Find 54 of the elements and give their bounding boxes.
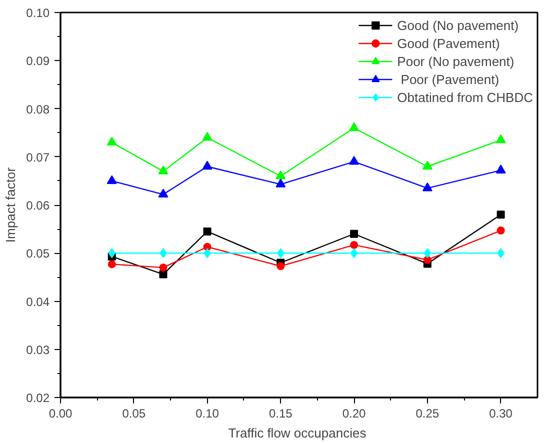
point bbox=[106, 175, 117, 184]
y-tick-label: 0.08 bbox=[26, 102, 50, 116]
point bbox=[349, 122, 360, 132]
point bbox=[203, 227, 212, 236]
legend-label: Poor (Pavement) bbox=[400, 70, 500, 88]
point bbox=[422, 182, 432, 192]
point bbox=[106, 136, 117, 146]
point bbox=[496, 226, 505, 234]
point bbox=[159, 270, 168, 278]
y-tick-label: 0.09 bbox=[26, 54, 50, 68]
point bbox=[496, 210, 505, 219]
x-tick-label: 0.20 bbox=[342, 406, 366, 420]
point bbox=[423, 256, 432, 264]
x-tick-label: 0.05 bbox=[122, 406, 146, 420]
point bbox=[496, 164, 506, 174]
point bbox=[350, 230, 358, 238]
y-tick-label: 0.02 bbox=[26, 391, 50, 405]
y-tick-label: 0.05 bbox=[26, 246, 50, 261]
point bbox=[158, 188, 168, 198]
legend-label: Good (Pavement) bbox=[397, 34, 500, 52]
x-tick-label: 0.00 bbox=[48, 406, 73, 420]
x-tick-label: 0.25 bbox=[416, 406, 440, 420]
point bbox=[276, 262, 285, 270]
x-tick-label: 0.15 bbox=[268, 406, 293, 420]
x-axis-title: Traffic flow occupancies bbox=[228, 426, 367, 440]
point bbox=[496, 134, 506, 144]
point bbox=[204, 248, 211, 258]
x-tick-label: 0.10 bbox=[196, 406, 220, 420]
y-tick-label: 0.07 bbox=[26, 150, 50, 164]
point bbox=[277, 248, 284, 258]
point bbox=[108, 260, 116, 268]
legend-label: Poor (No pavement) bbox=[397, 52, 514, 70]
point bbox=[424, 248, 431, 258]
point bbox=[350, 248, 358, 258]
y-tick-label: 0.03 bbox=[26, 342, 50, 357]
point bbox=[159, 264, 168, 272]
point bbox=[350, 240, 358, 249]
point bbox=[422, 160, 432, 170]
point bbox=[158, 166, 168, 174]
point bbox=[276, 178, 286, 188]
point bbox=[276, 170, 286, 180]
y-tick-label: 0.04 bbox=[26, 294, 50, 309]
point bbox=[202, 132, 212, 141]
point bbox=[497, 248, 504, 258]
y-axis-title: Impact factor bbox=[3, 166, 18, 243]
point bbox=[349, 156, 360, 165]
x-tick-label: 0.30 bbox=[489, 406, 513, 420]
legend-label: Good (No pavement) bbox=[397, 16, 519, 34]
legend-label: Obtatined from CHBDC bbox=[397, 88, 533, 106]
y-tick-label: 0.10 bbox=[26, 6, 50, 20]
point bbox=[202, 160, 212, 170]
point bbox=[108, 248, 116, 258]
point bbox=[160, 248, 167, 258]
y-tick-label: 0.06 bbox=[26, 198, 50, 212]
